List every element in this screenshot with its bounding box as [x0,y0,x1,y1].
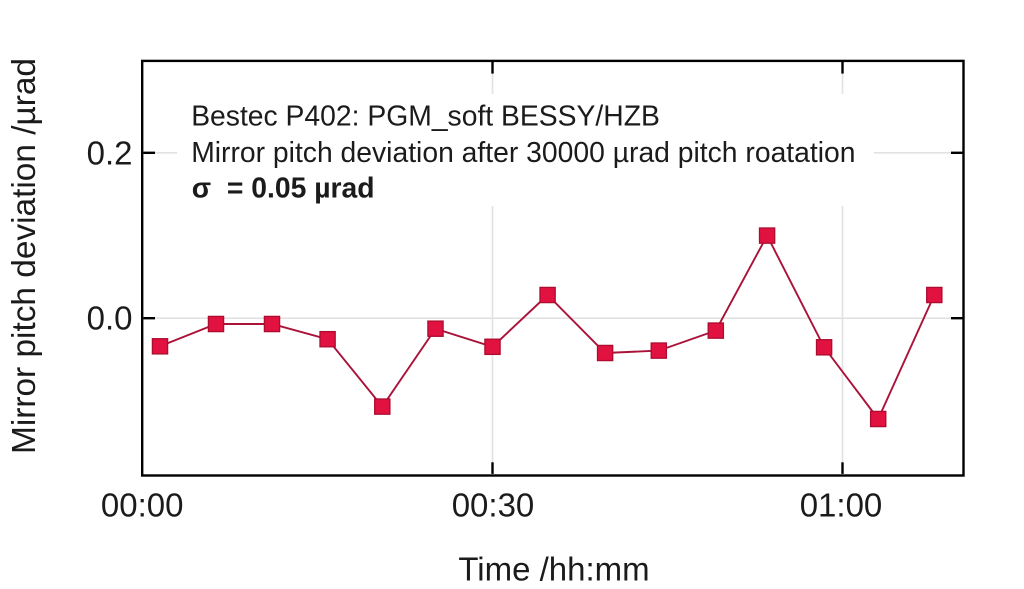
svg-text:0.2: 0.2 [87,134,133,171]
svg-text:Mirror pitch deviation after 3: Mirror pitch deviation after 30000 µrad … [191,136,855,168]
svg-text:Time /hh:mm: Time /hh:mm [458,551,649,588]
svg-text:σ = 0.05 µrad: σ = 0.05 µrad [192,171,375,203]
svg-text:Mirror pitch deviation /µrad: Mirror pitch deviation /µrad [6,58,43,454]
svg-text:00:00: 00:00 [101,487,184,524]
svg-text:00:30: 00:30 [452,487,535,524]
svg-text:Bestec P402: PGM_soft BESSY/HZ: Bestec P402: PGM_soft BESSY/HZB [191,99,660,131]
svg-text:01:00: 01:00 [800,487,883,524]
svg-text:0.0: 0.0 [87,300,133,337]
